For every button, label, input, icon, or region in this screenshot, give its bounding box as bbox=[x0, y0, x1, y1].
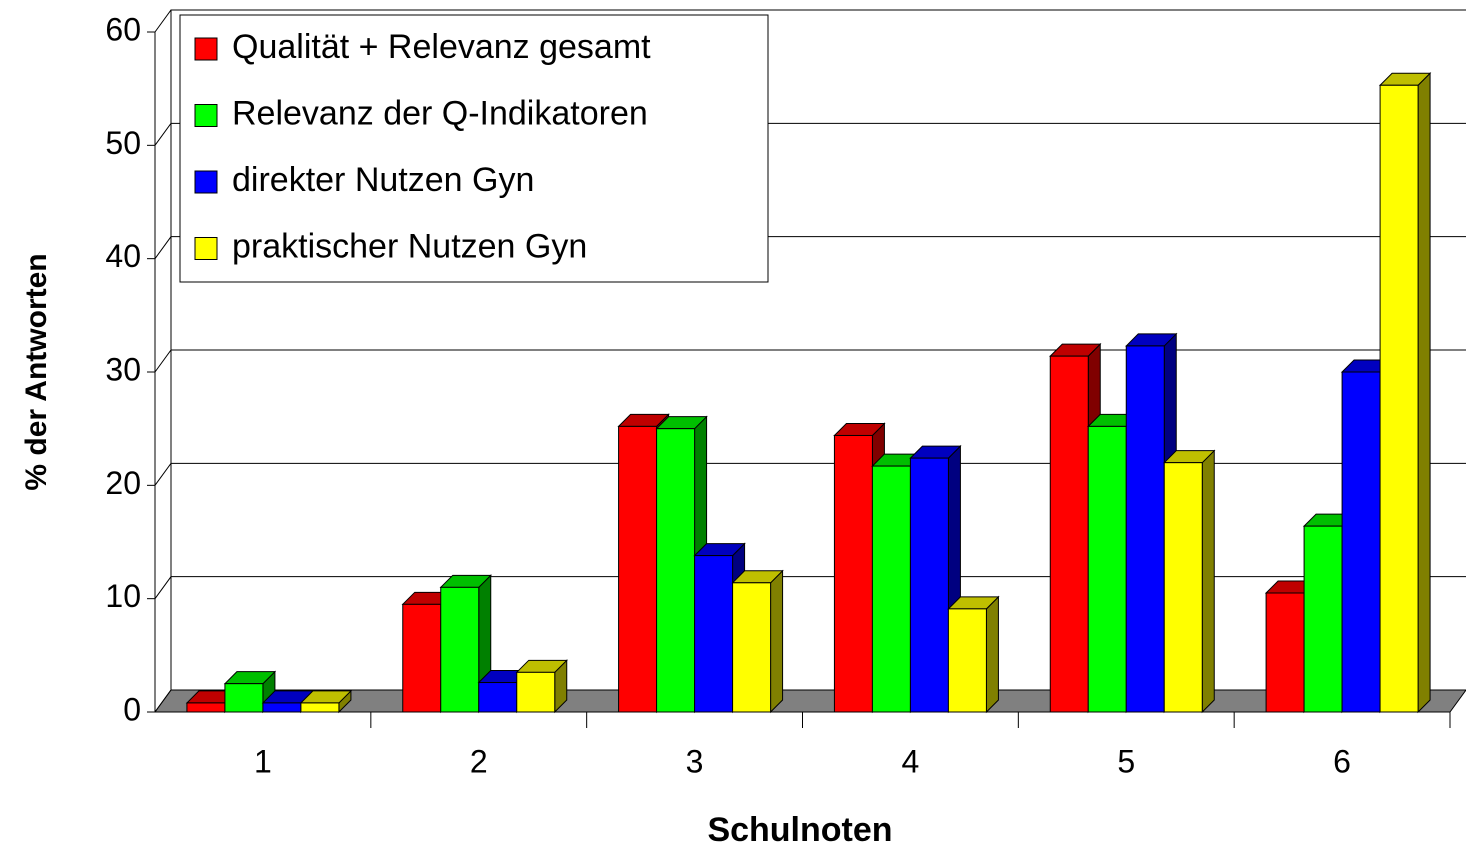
bar-front bbox=[1163, 462, 1203, 713]
grid-line bbox=[154, 462, 1466, 486]
grid-line bbox=[154, 236, 1466, 259]
y-tick-label: 40 bbox=[105, 238, 141, 274]
bar-front bbox=[1379, 84, 1419, 713]
y-tick-label: 60 bbox=[105, 11, 141, 47]
bar bbox=[1378, 72, 1432, 714]
grid-line bbox=[154, 9, 1466, 33]
y-tick-label: 0 bbox=[123, 691, 141, 727]
legend-label: direkter Nutzen Gyn bbox=[232, 161, 534, 199]
legend-label: praktischer Nutzen Gyn bbox=[232, 227, 587, 265]
bar-front bbox=[1087, 425, 1127, 713]
y-tick-label: 30 bbox=[105, 351, 141, 387]
bar-side bbox=[1201, 449, 1215, 714]
bar-front bbox=[871, 465, 911, 713]
x-tick-label: 5 bbox=[1117, 743, 1135, 779]
bar-front bbox=[300, 702, 340, 713]
bar bbox=[947, 595, 1000, 714]
x-tick-label: 3 bbox=[686, 743, 704, 779]
bar-front bbox=[186, 702, 226, 713]
legend-swatch bbox=[194, 170, 218, 194]
bar-front bbox=[833, 434, 873, 713]
y-tick-label: 10 bbox=[105, 578, 141, 614]
bar bbox=[731, 569, 784, 714]
legend-box bbox=[179, 14, 769, 283]
legend-label: Qualität + Relevanz gesamt bbox=[232, 28, 651, 66]
y-axis-title: % der Antworten bbox=[20, 253, 53, 490]
bar-side bbox=[770, 569, 784, 714]
bar-front bbox=[440, 586, 480, 713]
bar-front bbox=[909, 457, 949, 713]
bars bbox=[185, 72, 1432, 714]
bar-front bbox=[694, 555, 734, 713]
bar-front bbox=[1341, 371, 1381, 713]
bar bbox=[439, 574, 492, 714]
bar-front bbox=[1125, 345, 1165, 713]
bar-front bbox=[516, 671, 556, 713]
y-tick-label: 50 bbox=[105, 125, 141, 161]
bar-front bbox=[1265, 592, 1305, 713]
bar-front bbox=[1049, 355, 1089, 713]
bar bbox=[299, 689, 353, 714]
grid-line bbox=[154, 349, 1466, 373]
legend-swatch bbox=[194, 37, 218, 61]
bar-front bbox=[1303, 525, 1343, 713]
side-wall bbox=[154, 689, 172, 713]
legend-label: Relevanz der Q-Indikatoren bbox=[232, 94, 648, 132]
x-tick-label: 6 bbox=[1333, 743, 1351, 779]
legend: Qualität + Relevanz gesamt Relevanz der Q… bbox=[179, 14, 769, 283]
bar bbox=[1163, 449, 1216, 714]
bar-front bbox=[262, 702, 302, 713]
bar bbox=[515, 659, 568, 714]
bar-front bbox=[656, 428, 696, 713]
grid-line bbox=[154, 122, 1466, 146]
bar-side bbox=[985, 595, 999, 714]
bar-front bbox=[618, 425, 658, 713]
bar-front bbox=[224, 683, 264, 713]
bar-side bbox=[1417, 72, 1431, 714]
grid-line bbox=[154, 576, 1466, 599]
legend-swatch bbox=[194, 237, 218, 260]
x-tick-label: 1 bbox=[254, 743, 272, 779]
bar-front bbox=[947, 608, 987, 713]
bar-front bbox=[732, 582, 772, 713]
x-tick-label: 4 bbox=[902, 743, 920, 779]
bar-front bbox=[478, 682, 518, 713]
bar-front bbox=[402, 603, 442, 713]
x-axis-title: Schulnoten bbox=[707, 811, 892, 849]
y-tick-label: 20 bbox=[105, 465, 141, 501]
x-tick-label: 2 bbox=[470, 743, 488, 779]
legend-swatch bbox=[194, 104, 218, 127]
